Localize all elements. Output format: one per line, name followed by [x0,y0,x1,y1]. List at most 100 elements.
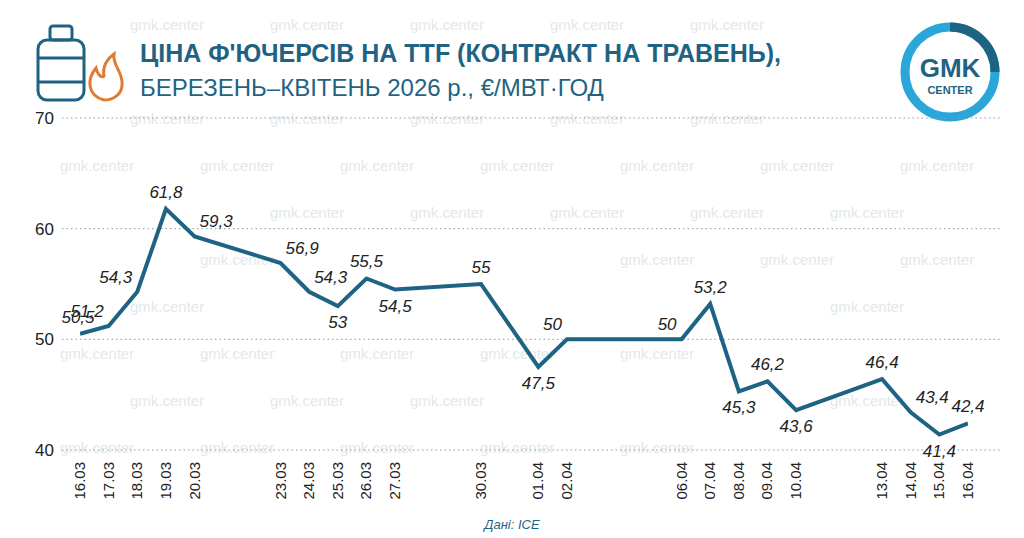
grid-line [62,339,1002,340]
data-label: 54,3 [99,268,133,287]
chart: gmk.center gmk.center gmk.center gmk.center… [0,0,1024,538]
logo: GMKCENTER [905,27,995,117]
x-tick-label: 16.04 [959,462,976,500]
watermark: gmk.center [410,16,484,33]
watermark: gmk.center [620,345,694,362]
x-tick-label: 10.04 [787,462,804,500]
data-label: 45,3 [722,398,756,417]
logo-text: GMK [920,53,981,83]
x-tick-label: 19.03 [157,462,174,500]
watermark: gmk.center [760,251,834,268]
x-tick-label: 25.03 [329,462,346,500]
watermark: gmk.center [690,204,764,221]
y-tick-label: 60 [35,220,54,239]
source: Дані: ICE [482,517,540,532]
watermark: gmk.center [340,439,414,456]
logo-text: CENTER [927,84,972,96]
data-label: 43,4 [916,388,949,407]
data-label: 61,8 [149,183,183,202]
data-label: 56,9 [286,239,320,258]
x-tick-label: 30.03 [472,462,489,500]
watermark: gmk.center [130,298,204,315]
watermark: gmk.center [60,157,134,174]
data-label: 46,2 [751,355,785,374]
x-tick-label: 23.03 [272,462,289,500]
watermark: gmk.center [410,110,484,127]
data-label: 47,5 [522,374,556,393]
watermark-layer: gmk.center gmk.center gmk.center gmk.center… [60,16,974,456]
watermark: gmk.center [270,204,344,221]
watermark: gmk.center [480,157,554,174]
x-tick-label: 15.04 [930,462,947,500]
watermark: gmk.center [760,157,834,174]
watermark: gmk.center [410,392,484,409]
icon-flame [90,54,122,100]
data-label: 59,3 [200,212,234,231]
watermark: gmk.center [130,392,204,409]
x-tick-label: 08.04 [730,462,747,500]
x-tick-label: 18.03 [128,462,145,500]
y-tick-label: 70 [35,109,54,128]
price-line [80,209,968,435]
icon-band [38,57,84,60]
x-tick-label: 06.04 [673,462,690,500]
x-tick-label: 09.04 [758,462,775,500]
data-label: 55 [472,258,491,277]
watermark: gmk.center [900,157,974,174]
watermark: gmk.center [480,439,554,456]
x-tick-label: 17.03 [100,462,117,500]
plot-area [80,209,968,435]
watermark: gmk.center [900,251,974,268]
x-tick-label: 01.04 [529,462,546,500]
icon-band [38,81,84,84]
watermark: gmk.center [410,204,484,221]
y-tick-label: 40 [35,441,54,460]
icon-cylinder [38,40,84,100]
x-tick-label: 16.03 [71,462,88,500]
watermark: gmk.center [550,110,624,127]
watermark: gmk.center [270,16,344,33]
watermark: gmk.center [340,157,414,174]
watermark: gmk.center [130,16,204,33]
data-label: 53,2 [694,278,728,297]
data-label: 50 [543,315,562,334]
x-tick-label: 02.04 [558,462,575,500]
watermark: gmk.center [550,16,624,33]
watermark: gmk.center [60,345,134,362]
watermark: gmk.center [620,439,694,456]
data-label: 43,6 [780,417,814,436]
watermark: gmk.center [200,157,274,174]
subtitle: БЕРЕЗЕНЬ–КВІТЕНЬ 2026 р., €/МВТ·ГОД [140,74,604,101]
x-tick-label: 20.03 [186,462,203,500]
icon-valve [50,26,72,40]
data-label: 41,4 [923,442,956,461]
data-label: 50 [658,315,677,334]
x-tick-label: 24.03 [300,462,317,500]
data-label: 42,4 [951,397,984,416]
data-label: 53 [328,313,347,332]
y-tick-label: 50 [35,330,54,349]
grid-line [62,118,1002,119]
watermark: gmk.center [340,345,414,362]
watermark: gmk.center [620,157,694,174]
watermark: gmk.center [690,16,764,33]
decor [38,26,122,100]
x-tick-label: 26.03 [357,462,374,500]
x-tick-label: 07.04 [701,462,718,500]
data-label: 51,2 [71,302,105,321]
watermark: gmk.center [200,345,274,362]
watermark: gmk.center [480,345,554,362]
data-label: 46,4 [866,353,899,372]
data-label: 54,3 [314,268,348,287]
x-tick-label: 27.03 [386,462,403,500]
logo-ring [905,27,995,117]
watermark: gmk.center [830,298,904,315]
title: ЦІНА Ф'ЮЧЕРСІВ НА TTF (КОНТРАКТ НА ТРАВЕ… [140,39,781,67]
data-label: 54,5 [379,297,413,316]
watermark: gmk.center [270,392,344,409]
watermark: gmk.center [830,204,904,221]
x-tick-label: 14.04 [902,462,919,500]
watermark: gmk.center [620,251,694,268]
data-label: 55,5 [350,252,384,271]
x-tick-label: 13.04 [873,462,890,500]
